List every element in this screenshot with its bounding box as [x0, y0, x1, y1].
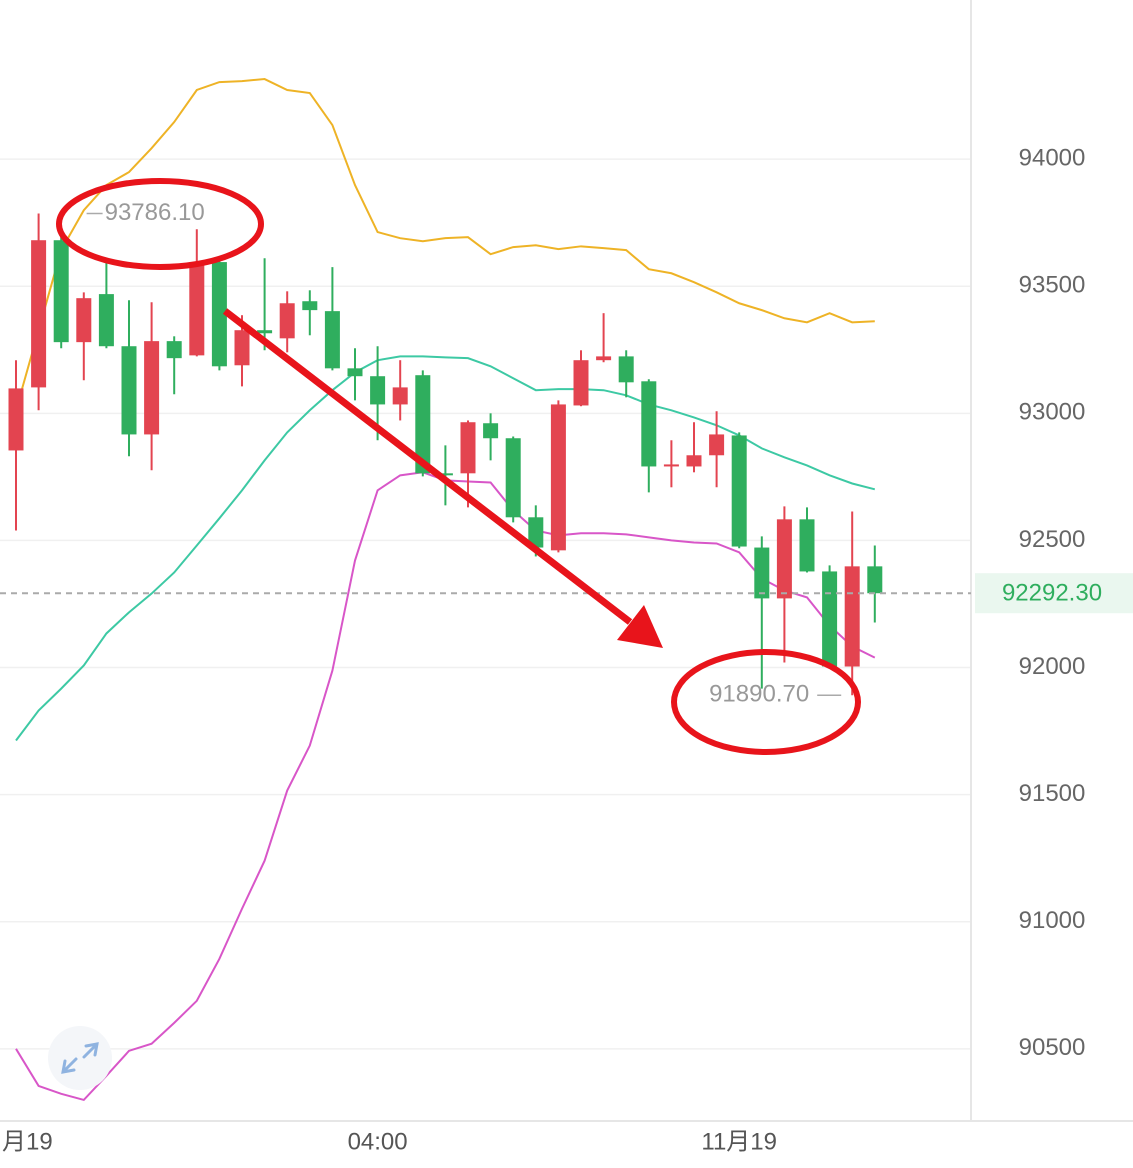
candle-body [234, 330, 250, 366]
candle-body [211, 262, 227, 367]
annotation-marks [56, 178, 861, 755]
candle-body [799, 519, 815, 572]
extreme-label: 93786.10 [105, 199, 205, 226]
candle-body [573, 360, 589, 406]
candle-body [460, 422, 476, 474]
candle-body [754, 547, 770, 599]
candle-body [528, 517, 544, 548]
candle-body [53, 240, 69, 343]
expand-button-bg[interactable] [48, 1026, 112, 1090]
last-price-label: 92292.30 [1002, 580, 1102, 607]
y-tick-label: 90500 [1019, 1034, 1086, 1061]
candle-body [257, 330, 273, 334]
candle-body [8, 388, 24, 451]
band-line [15, 355, 876, 742]
candle-body [844, 566, 860, 667]
candle-body [483, 423, 499, 439]
y-tick-label: 92500 [1019, 526, 1086, 553]
candle-body [415, 375, 431, 474]
y-tick-label: 93000 [1019, 399, 1086, 426]
candle-body [686, 455, 702, 467]
candle-body [166, 341, 182, 359]
candle-body [641, 381, 657, 467]
candle-body [437, 473, 453, 476]
candle-body [144, 341, 160, 435]
y-tick-label: 91500 [1019, 780, 1086, 807]
expand-icon[interactable] [61, 1042, 99, 1074]
candle-body [822, 571, 838, 667]
candle-body [121, 346, 137, 435]
y-tick-label: 91000 [1019, 907, 1086, 934]
x-tick-label: 04:00 [348, 1128, 408, 1155]
x-tick-label: 月19 [2, 1128, 53, 1155]
candle-body [279, 303, 295, 339]
y-tick-label: 93500 [1019, 272, 1086, 299]
expand-button[interactable] [48, 1026, 112, 1090]
band-line [15, 78, 875, 411]
highlight-ellipse [56, 178, 264, 270]
candle-body [189, 262, 205, 356]
candle-body [618, 356, 634, 383]
candle-body [324, 311, 340, 369]
last-price-box [975, 573, 1133, 614]
candle-body [347, 368, 363, 377]
y-tick-label: 94000 [1019, 144, 1086, 171]
highlight-ellipse [671, 649, 861, 755]
candle-body [776, 519, 792, 599]
candle-body [663, 464, 679, 467]
candle-body [731, 435, 747, 547]
grid [0, 158, 970, 1050]
candle-body [370, 376, 386, 405]
candle-body [76, 298, 92, 343]
x-tick-label: 11月19 [701, 1128, 777, 1155]
candle-body [709, 434, 725, 456]
candle-body [505, 438, 521, 518]
candle-body [550, 404, 566, 551]
trend-arrow [222, 308, 633, 625]
trend-arrowhead [617, 605, 663, 648]
extreme-label: 91890.70 [709, 681, 809, 708]
candle-body [392, 387, 408, 405]
candle-body [98, 294, 114, 347]
candle-body [302, 301, 318, 311]
candle-body [596, 356, 612, 361]
candle-body [31, 240, 47, 388]
y-tick-label: 92000 [1019, 653, 1086, 680]
candle-body [867, 566, 883, 594]
